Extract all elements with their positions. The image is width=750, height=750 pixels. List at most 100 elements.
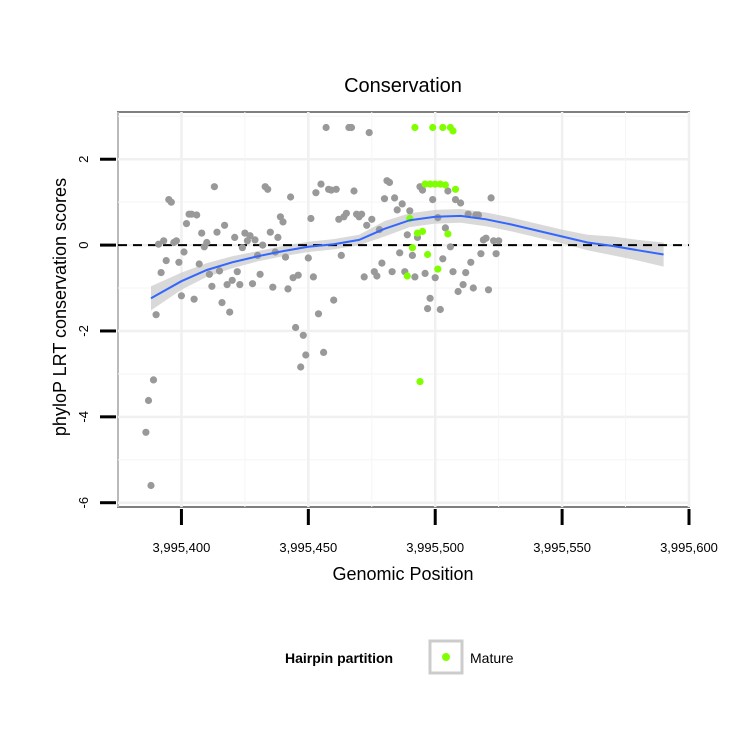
other-point (266, 228, 274, 236)
mature-point (431, 180, 439, 188)
other-point (256, 270, 264, 278)
data-points (142, 123, 503, 490)
other-point (203, 238, 211, 247)
other-point (487, 194, 495, 202)
confidence-ribbon (151, 209, 664, 311)
other-point (482, 234, 490, 242)
legend-label-mature: Mature (470, 650, 514, 666)
x-tick-label: 3,995,450 (279, 540, 337, 555)
other-point (457, 199, 465, 207)
other-point (446, 243, 454, 251)
other-point (155, 240, 163, 248)
mature-point (411, 123, 419, 132)
other-point (439, 255, 447, 263)
other-point (454, 287, 462, 296)
y-tick-label: 2 (76, 156, 91, 163)
other-point (304, 254, 312, 262)
other-point (449, 268, 457, 276)
other-point (406, 207, 414, 215)
other-point (246, 232, 254, 240)
other-point (144, 396, 153, 405)
other-point (474, 211, 482, 219)
other-point (284, 285, 292, 293)
other-point (208, 282, 216, 290)
mature-point (441, 181, 449, 189)
other-point (441, 224, 449, 232)
other-point (360, 273, 368, 281)
mature-point (421, 180, 429, 188)
mature-point (429, 123, 437, 132)
y-axis-title: phyloP LRT conservation scores (50, 178, 70, 436)
other-point (436, 305, 444, 314)
other-point (160, 237, 168, 245)
other-point (142, 428, 150, 436)
legend-key-box (428, 639, 464, 675)
x-axis: 3,995,400 3,995,450 3,995,500 3,995,550 3,99… (153, 509, 718, 555)
other-point (167, 198, 175, 206)
other-point (317, 180, 325, 188)
other-point (302, 351, 310, 359)
x-tick-label: 3,995,400 (153, 540, 211, 555)
other-point (198, 229, 206, 237)
other-point (292, 323, 300, 332)
other-point (418, 186, 427, 194)
other-point (228, 276, 236, 284)
other-point (297, 363, 305, 371)
other-point (269, 283, 277, 291)
other-point (342, 209, 350, 217)
other-point (467, 258, 475, 266)
other-point (309, 273, 317, 281)
loess-smooth-line (150, 214, 664, 300)
other-point (332, 185, 340, 193)
other-point (411, 273, 419, 281)
other-point (350, 187, 358, 195)
other-point (378, 259, 386, 267)
chart-title: Conservation (344, 75, 462, 97)
other-point (210, 183, 218, 191)
other-point (162, 257, 170, 265)
other-point (391, 194, 399, 202)
other-point (484, 286, 493, 294)
mature-point (439, 123, 447, 132)
mature-point (418, 227, 427, 235)
other-point (294, 271, 302, 279)
other-point (495, 237, 503, 245)
other-point (236, 281, 244, 289)
other-point (226, 308, 234, 316)
other-point (231, 233, 239, 241)
other-point (223, 281, 231, 289)
other-point (307, 214, 315, 223)
legend-title: Hairpin partition (285, 650, 393, 666)
other-point (274, 233, 282, 241)
other-point (368, 215, 376, 223)
other-point (365, 129, 373, 137)
other-point (388, 268, 396, 276)
x-tick-label: 3,995,600 (660, 540, 718, 555)
other-point (408, 251, 416, 259)
y-tick-label: 0 (76, 241, 91, 248)
other-point (175, 258, 183, 266)
other-point (312, 189, 320, 197)
other-point (451, 196, 460, 204)
other-point (337, 251, 345, 259)
other-point (147, 481, 155, 490)
other-point (492, 250, 500, 258)
y-tick-label: -2 (76, 325, 91, 337)
mature-point (424, 250, 432, 259)
other-point (190, 295, 198, 303)
other-point (393, 206, 401, 214)
other-point (177, 292, 185, 300)
mature-point (426, 180, 434, 188)
other-point (215, 267, 224, 275)
other-point (213, 228, 221, 236)
other-point (322, 123, 330, 132)
other-point (251, 236, 259, 244)
other-point (398, 200, 406, 208)
other-point (429, 196, 437, 204)
other-point (396, 249, 404, 257)
mature-point (444, 230, 452, 238)
other-point (180, 248, 188, 256)
mature-point (416, 378, 424, 386)
other-point (299, 331, 307, 339)
other-point (477, 250, 485, 258)
